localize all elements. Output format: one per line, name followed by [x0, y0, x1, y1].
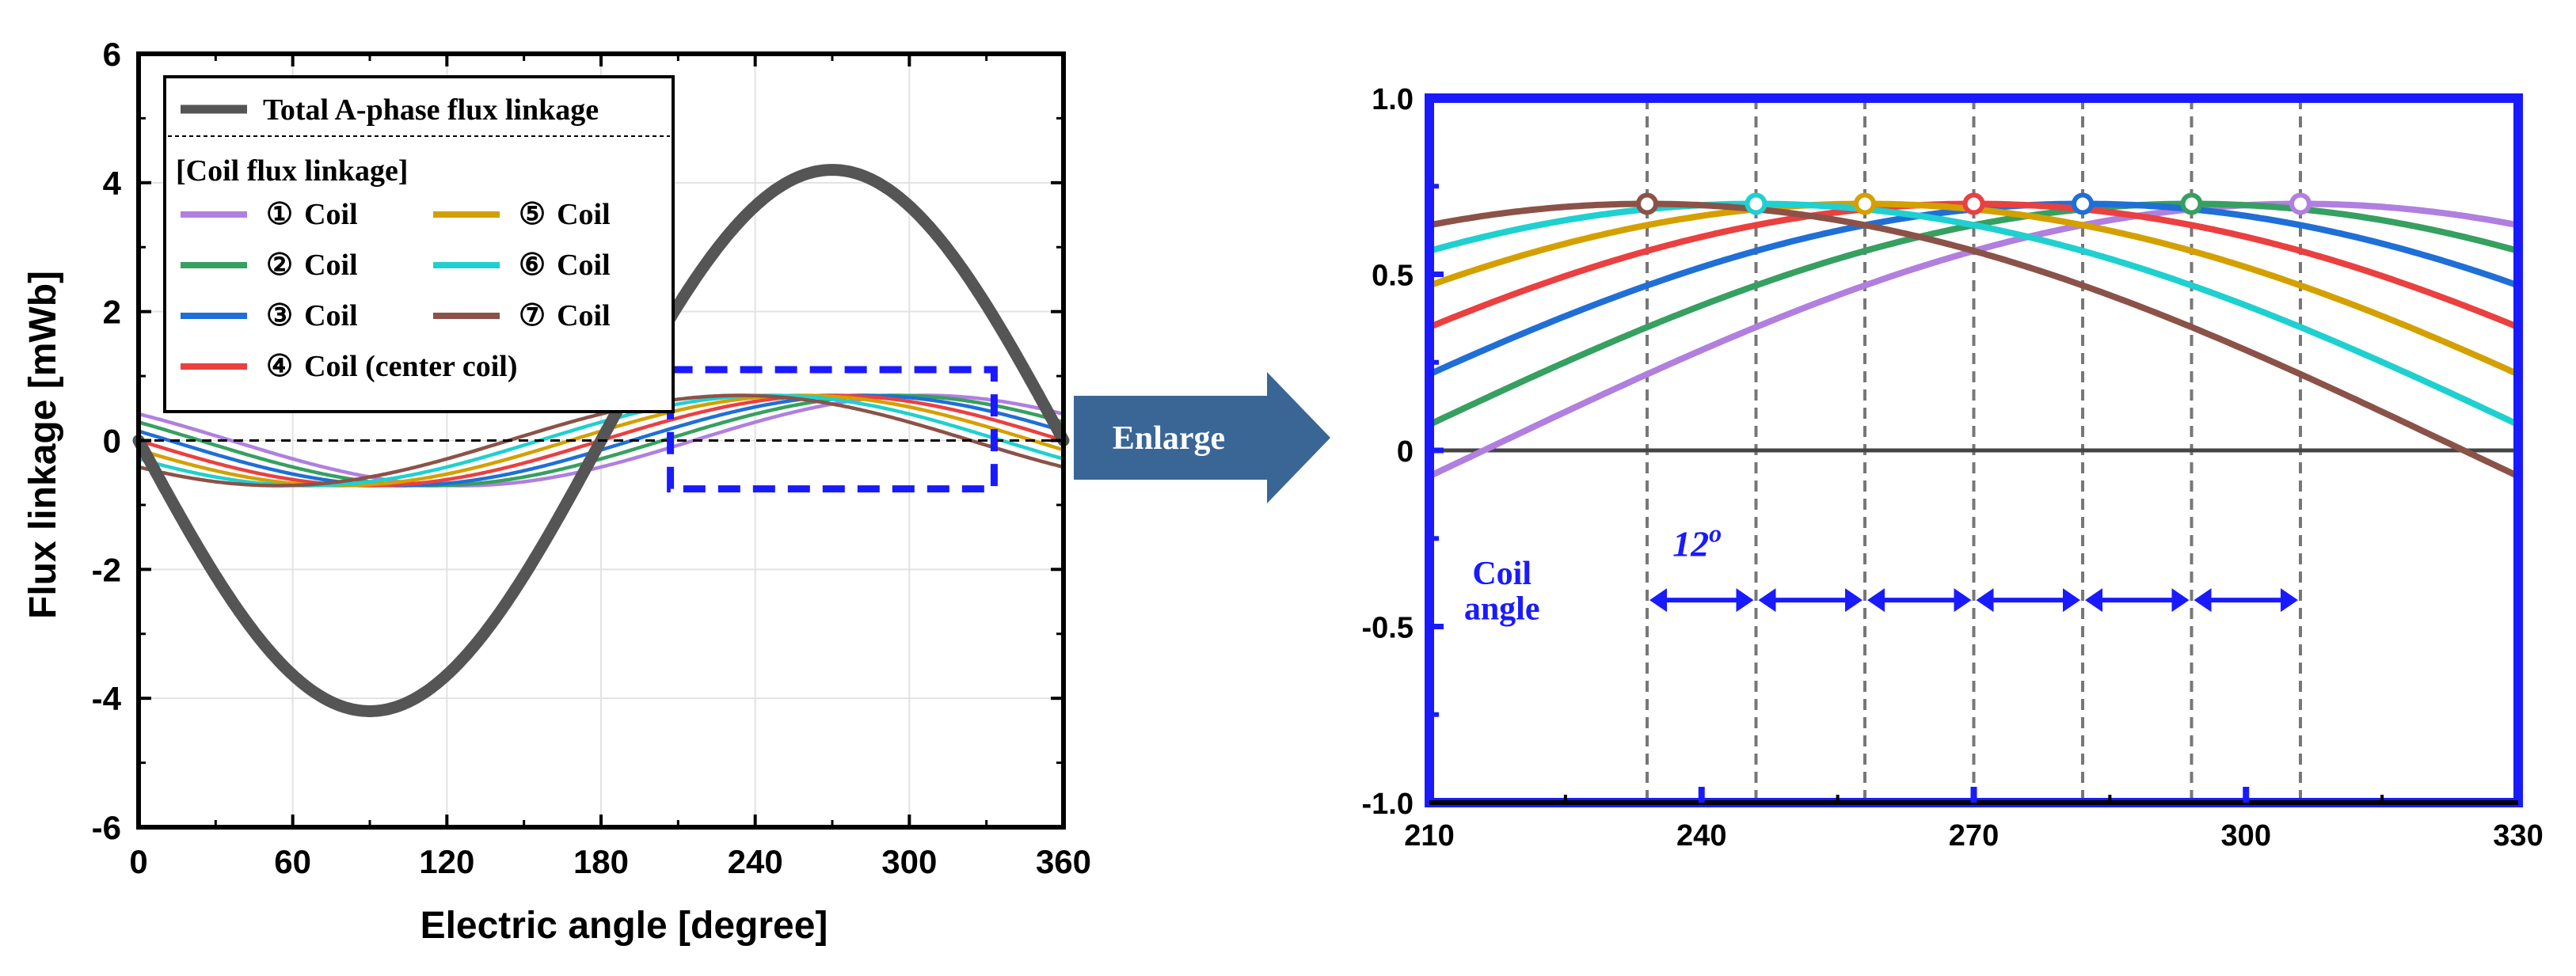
- left-y-tick-label: -2: [92, 551, 121, 588]
- coil-angle-arrowhead-right: [2171, 588, 2190, 613]
- coil-angle-annotation: Coil angle 12o: [1464, 519, 2298, 628]
- left-y-tick-label: 6: [103, 36, 121, 73]
- coil-angle-arrowhead-left: [1649, 588, 1667, 613]
- legend-label-coil-3: ③ Coil: [266, 299, 358, 332]
- legend-label-coil-2: ② Coil: [266, 249, 358, 282]
- legend-coil-number: ⑦: [519, 299, 546, 332]
- legend: Total A-phase flux linkage [Coil flux li…: [163, 75, 675, 413]
- legend-label-coil-4: ④ Coil (center coil): [266, 350, 518, 383]
- coil-angle-arrows: [1649, 588, 2298, 613]
- legend-coil-number: ④: [266, 350, 293, 383]
- arrow-shape: [1074, 372, 1330, 503]
- coil-angle-arrowhead-right: [1954, 588, 1972, 613]
- coil-angle-arrowhead-left: [1758, 588, 1776, 613]
- right-x-tick-label: 210: [1404, 819, 1454, 853]
- coil-angle-label-line2: angle: [1464, 591, 1540, 628]
- legend-coil-number: ⑤: [519, 198, 546, 231]
- legend-coil-text: Coil: [557, 198, 611, 231]
- right-x-tick-label: 270: [1949, 819, 1999, 853]
- right-y-tick-label: -0.5: [1362, 612, 1414, 645]
- coil-angle-arrowhead-right: [2063, 588, 2080, 613]
- right-tick-labels: 210 240 270 300 330 -1.0 -0.5 0 0.5 1.0: [1362, 83, 2544, 853]
- left-x-tick-label: 240: [728, 843, 783, 880]
- right-x-tick-label: 330: [2493, 819, 2543, 853]
- legend-coil-number: ①: [266, 198, 293, 231]
- coil-angle-step-label: 12o: [1672, 519, 1722, 564]
- right-x-tick-label: 240: [1676, 819, 1726, 853]
- right-y-tick-label: -1.0: [1362, 788, 1414, 821]
- coil-angle-arrowhead-right: [2281, 588, 2298, 613]
- left-x-tick-label: 300: [881, 843, 937, 880]
- right-x-tick-label: 300: [2221, 819, 2271, 853]
- left-x-axis-label: Electric angle [degree]: [420, 905, 828, 947]
- step-value: 12: [1672, 524, 1709, 564]
- legend-coil-number: ②: [266, 249, 293, 282]
- zoom-box: [667, 366, 998, 493]
- left-y-tick-label: -6: [92, 809, 121, 846]
- right-y-tick-label: 0.5: [1372, 260, 1414, 293]
- coil-angle-arrowhead-left: [2085, 588, 2102, 613]
- legend-box: [163, 75, 675, 413]
- coil-angle-arrowhead-left: [2194, 588, 2212, 613]
- enlarge-arrow: Enlarge: [1074, 372, 1330, 503]
- left-tick-labels: 0 60 120 180 240 300 360 -6 -4 -2 0 2 4 6: [92, 36, 1091, 880]
- left-chart: 0 60 120 180 240 300 360 -6 -4 -2 0 2 4 6 Electric an…: [22, 36, 1091, 947]
- right-series-coil-6: [1429, 200, 2518, 428]
- left-series-coil-7: [138, 393, 1064, 488]
- legend-label-coil-7: ⑦ Coil: [519, 299, 611, 332]
- peak-marker-coil-6: [1745, 192, 1767, 215]
- right-y-tick-label: 0: [1397, 435, 1414, 469]
- coil-angle-arrowhead-left: [1867, 588, 1885, 613]
- right-series-coil-7: [1429, 200, 2518, 480]
- peak-marker-coil-4: [1962, 192, 1985, 215]
- left-x-tick-label: 360: [1036, 843, 1091, 880]
- left-y-tick-label: 0: [103, 423, 121, 460]
- left-y-tick-label: 4: [103, 165, 122, 202]
- legend-coil-text: Coil: [304, 198, 358, 231]
- peak-marker-coil-2: [2180, 192, 2203, 215]
- legend-label-coil-1: ① Coil: [266, 198, 358, 231]
- left-x-tick-label: 180: [573, 843, 629, 880]
- left-x-tick-label: 120: [419, 843, 474, 880]
- legend-coil-number: ⑥: [519, 249, 546, 282]
- right-ticks: [1429, 184, 2384, 803]
- legend-coil-text: Coil: [304, 249, 358, 282]
- legend-coil-text: Coil (center coil): [304, 350, 517, 383]
- left-x-tick-label: 60: [274, 843, 311, 880]
- left-series-coil-2: [138, 393, 1064, 488]
- left-y-tick-label: 2: [103, 294, 121, 331]
- right-chart: 210 240 270 300 330 -1.0 -0.5 0 0.5 1.0 Coil angl…: [1362, 83, 2544, 853]
- legend-coil-text: Coil: [304, 299, 358, 332]
- step-degree: o: [1709, 519, 1722, 548]
- coil-angle-arrowhead-right: [1736, 588, 1754, 613]
- left-y-axis-label: Flux linkage [mWb]: [22, 271, 64, 619]
- legend-coil-number: ③: [266, 299, 293, 332]
- legend-label-coil-5: ⑤ Coil: [519, 198, 611, 231]
- legend-label-total: Total A-phase flux linkage: [263, 93, 599, 127]
- coil-angle-label-line1: Coil: [1472, 556, 1532, 592]
- legend-label-coil-6: ⑥ Coil: [519, 249, 611, 282]
- peak-marker-coil-1: [2289, 192, 2312, 215]
- enlarge-label: Enlarge: [1113, 420, 1225, 457]
- peak-marker-coil-5: [1854, 192, 1876, 215]
- coil-angle-arrowhead-left: [1976, 588, 1994, 613]
- right-peak-markers: [1636, 192, 2312, 215]
- legend-coil-text: Coil: [557, 299, 611, 332]
- coil-angle-arrowhead-right: [1845, 588, 1863, 613]
- legend-coil-text: Coil: [557, 249, 611, 282]
- peak-marker-coil-3: [2072, 192, 2094, 215]
- left-ticks: [137, 52, 1065, 829]
- left-x-tick-label: 0: [129, 843, 147, 880]
- left-y-tick-label: -4: [92, 680, 122, 717]
- right-y-tick-label: 1.0: [1372, 83, 1414, 116]
- legend-group-title: [Coil flux linkage]: [176, 154, 408, 188]
- peak-marker-coil-7: [1636, 192, 1658, 215]
